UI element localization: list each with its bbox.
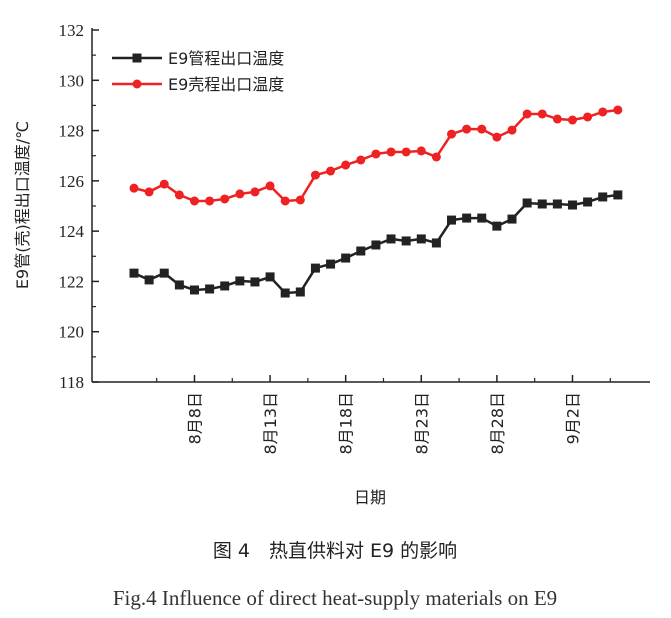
data-point (386, 147, 396, 157)
data-point (205, 196, 215, 206)
x-tick-label: 8月13日 (261, 392, 280, 455)
data-point (356, 155, 366, 165)
data-point (310, 170, 320, 180)
data-point (522, 198, 532, 208)
data-point (371, 240, 381, 250)
data-point (598, 107, 608, 117)
x-tick-label: 9月2日 (563, 392, 582, 444)
data-point (265, 181, 275, 191)
data-point (205, 284, 215, 294)
data-point (598, 192, 608, 202)
data-point (189, 285, 199, 295)
data-point (235, 276, 245, 286)
data-point (401, 147, 411, 157)
data-point (159, 179, 169, 189)
data-point (174, 280, 184, 290)
data-point (537, 199, 547, 209)
data-point (129, 183, 139, 193)
y-tick-label: 120 (59, 323, 85, 342)
data-point (326, 259, 336, 269)
legend-label: E9壳程出口温度 (168, 75, 284, 94)
y-tick-label: 118 (59, 373, 84, 392)
data-point (341, 253, 351, 263)
data-point (567, 200, 577, 210)
data-point (431, 238, 441, 248)
data-point (462, 213, 472, 223)
data-point (326, 166, 336, 176)
data-point (401, 236, 411, 246)
caption-en: Fig.4 Influence of direct heat-supply ma… (113, 586, 557, 610)
data-point (552, 114, 562, 124)
legend-marker (132, 53, 142, 63)
data-point (522, 109, 532, 119)
data-point (567, 115, 577, 125)
data-point (416, 146, 426, 156)
data-point (280, 196, 290, 206)
data-point (583, 112, 593, 122)
x-axis-label: 日期 (354, 488, 386, 507)
data-point (492, 132, 502, 142)
data-point (174, 190, 184, 200)
data-point (265, 272, 275, 282)
data-point (280, 288, 290, 298)
y-tick-label: 122 (59, 272, 85, 291)
data-point (537, 109, 547, 119)
x-tick-label: 8月18日 (337, 392, 356, 455)
x-tick-label: 8月28日 (488, 392, 507, 455)
axes: 118 120 122 124 126 128 130 132 8月8日 8月13日 8月18日 8月… (59, 21, 650, 455)
data-point (447, 129, 457, 139)
data-point (507, 214, 517, 224)
y-tick-label: 132 (59, 21, 85, 40)
data-point (220, 281, 230, 291)
data-point (220, 194, 230, 204)
data-point (416, 234, 426, 244)
data-point (477, 213, 487, 223)
y-tick-label: 124 (59, 222, 85, 241)
y-tick-label: 128 (59, 122, 85, 141)
data-point (356, 246, 366, 256)
data-point (189, 196, 199, 206)
data-point (310, 263, 320, 273)
data-point (129, 268, 139, 278)
data-point (144, 275, 154, 285)
y-axis-label: E9管(壳)程出口温度/℃ (13, 121, 32, 289)
data-point (477, 124, 487, 134)
data-point (613, 190, 623, 200)
data-point (492, 221, 502, 231)
x-tick-label: 8月23日 (412, 392, 431, 455)
data-point (462, 124, 472, 134)
data-point (144, 187, 154, 197)
data-point (295, 195, 305, 205)
data-point (250, 187, 260, 197)
data-point (341, 160, 351, 170)
legend-marker (132, 79, 142, 89)
x-tick-label: 8月8日 (185, 392, 204, 444)
y-tick-label: 126 (59, 172, 85, 191)
data-point (295, 287, 305, 297)
legend-label: E9管程出口温度 (168, 49, 284, 68)
data-point (386, 234, 396, 244)
data-point (613, 105, 623, 115)
series-marks (129, 105, 623, 298)
y-tick-label: 130 (59, 71, 85, 90)
data-point (431, 152, 441, 162)
data-point (371, 149, 381, 159)
data-point (552, 199, 562, 209)
data-point (159, 268, 169, 278)
data-point (250, 277, 260, 287)
data-point (235, 189, 245, 199)
caption-cn: 图 4 热直供料对 E9 的影响 (213, 540, 457, 562)
legend: E9管程出口温度 E9壳程出口温度 (112, 49, 284, 94)
data-point (507, 125, 517, 135)
data-point (583, 197, 593, 207)
data-point (447, 215, 457, 225)
